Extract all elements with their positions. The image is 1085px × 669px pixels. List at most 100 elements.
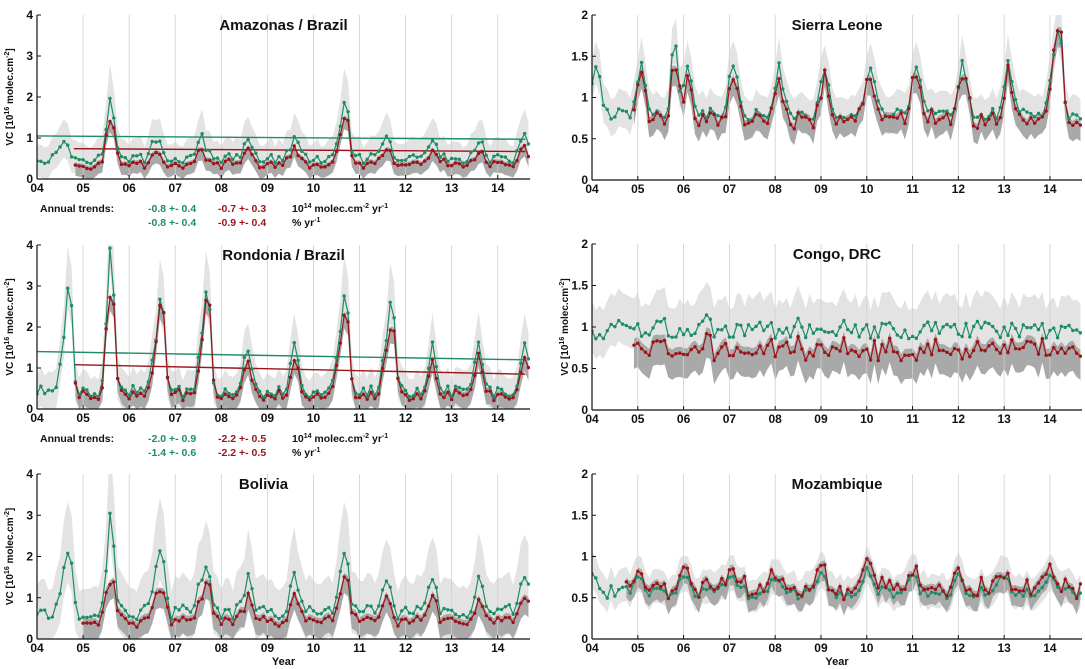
data-point-green [480,363,485,367]
data-point-green [1063,587,1067,591]
data-point-red [231,622,235,627]
data-point-green [857,335,861,339]
data-point-red [185,391,189,395]
data-point-red [670,589,674,593]
data-point-red [85,392,89,396]
data-point-green [446,384,450,388]
data-point-red [526,599,530,603]
data-point-green [300,149,304,153]
data-point-green [85,615,89,620]
x-tick-label: 09 [261,181,275,195]
data-point-green [792,324,796,329]
data-point-green [1002,85,1006,89]
data-point-green [62,139,66,144]
data-point-red [173,617,177,622]
data-point-green [891,112,896,117]
data-point-green [300,599,304,603]
data-point-green [773,336,777,340]
data-point-green [46,388,51,392]
data-point-green [257,606,262,610]
data-point-red [979,348,983,352]
data-point-green [434,365,439,369]
data-point-green [1036,111,1041,116]
data-point-red [522,355,527,360]
data-point-red [746,594,751,598]
data-point-red [1048,562,1052,566]
x-tick-label: 08 [215,641,229,655]
data-point-red [215,395,220,399]
data-point-red [895,116,899,120]
data-point-green [208,574,212,579]
data-point-green [662,115,667,120]
x-tick-label: 06 [677,182,691,196]
data-point-red [434,599,439,603]
x-tick-label: 10 [307,181,321,195]
data-point-green [515,149,519,153]
data-point-green [112,116,116,120]
data-point-green [868,336,873,340]
data-point-red [449,616,454,620]
data-point-green [1048,573,1052,577]
data-point-green [146,151,151,156]
data-point-green [108,511,112,516]
data-point-red [407,398,412,403]
x-tick-label: 05 [76,641,90,655]
data-point-green [597,74,602,79]
data-point-red [983,588,987,592]
data-point-red [81,389,85,393]
data-point-green [1021,107,1025,112]
band-dark [626,554,1081,616]
data-point-red [515,612,519,616]
data-point-red [1048,87,1052,92]
x-tick-label: 05 [631,412,645,426]
data-point-red [296,366,300,370]
data-point-red [238,161,243,165]
data-point-green [704,116,709,120]
data-point-green [357,393,362,397]
data-point-green [689,333,693,338]
data-point-red [281,163,285,168]
data-point-green [365,604,369,608]
data-point-green [173,157,177,161]
data-point-green [720,328,724,332]
data-point-red [377,392,381,396]
data-point-green [1074,328,1079,332]
data-point-red [700,347,705,351]
data-point-green [165,159,170,163]
data-point-red [1006,350,1010,355]
data-point-red [933,587,938,592]
y-axis-label: VC [1016 molec.cm-2] [559,278,571,375]
data-point-green [273,614,277,618]
data-point-green [403,605,408,610]
data-point-red [807,588,812,592]
data-point-green [215,156,220,160]
data-point-green [446,159,450,164]
data-point-green [674,44,678,48]
data-point-red [823,563,827,567]
data-point-red [796,111,800,115]
data-point-red [257,617,262,622]
data-point-red [304,395,308,399]
data-point-red [658,585,663,589]
data-point-red [1036,352,1041,356]
data-point-green [173,605,177,610]
data-point-green [647,594,651,598]
x-tick-label: 12 [952,412,966,426]
data-point-green [826,83,831,87]
data-point-green [964,321,968,326]
x-tick-label: 12 [399,641,413,655]
data-point-green [484,604,488,609]
data-point-red [945,112,949,116]
data-point-red [1017,589,1022,593]
data-point-red [476,597,481,602]
band-light [592,15,1081,138]
data-point-red [292,144,296,148]
data-point-red [758,113,762,118]
data-point-red [150,605,154,610]
data-point-green [419,392,423,397]
data-point-red [373,618,377,623]
data-point-green [750,327,754,332]
data-point-green [922,99,926,104]
data-point-red [1006,63,1010,68]
data-point-green [983,117,987,122]
